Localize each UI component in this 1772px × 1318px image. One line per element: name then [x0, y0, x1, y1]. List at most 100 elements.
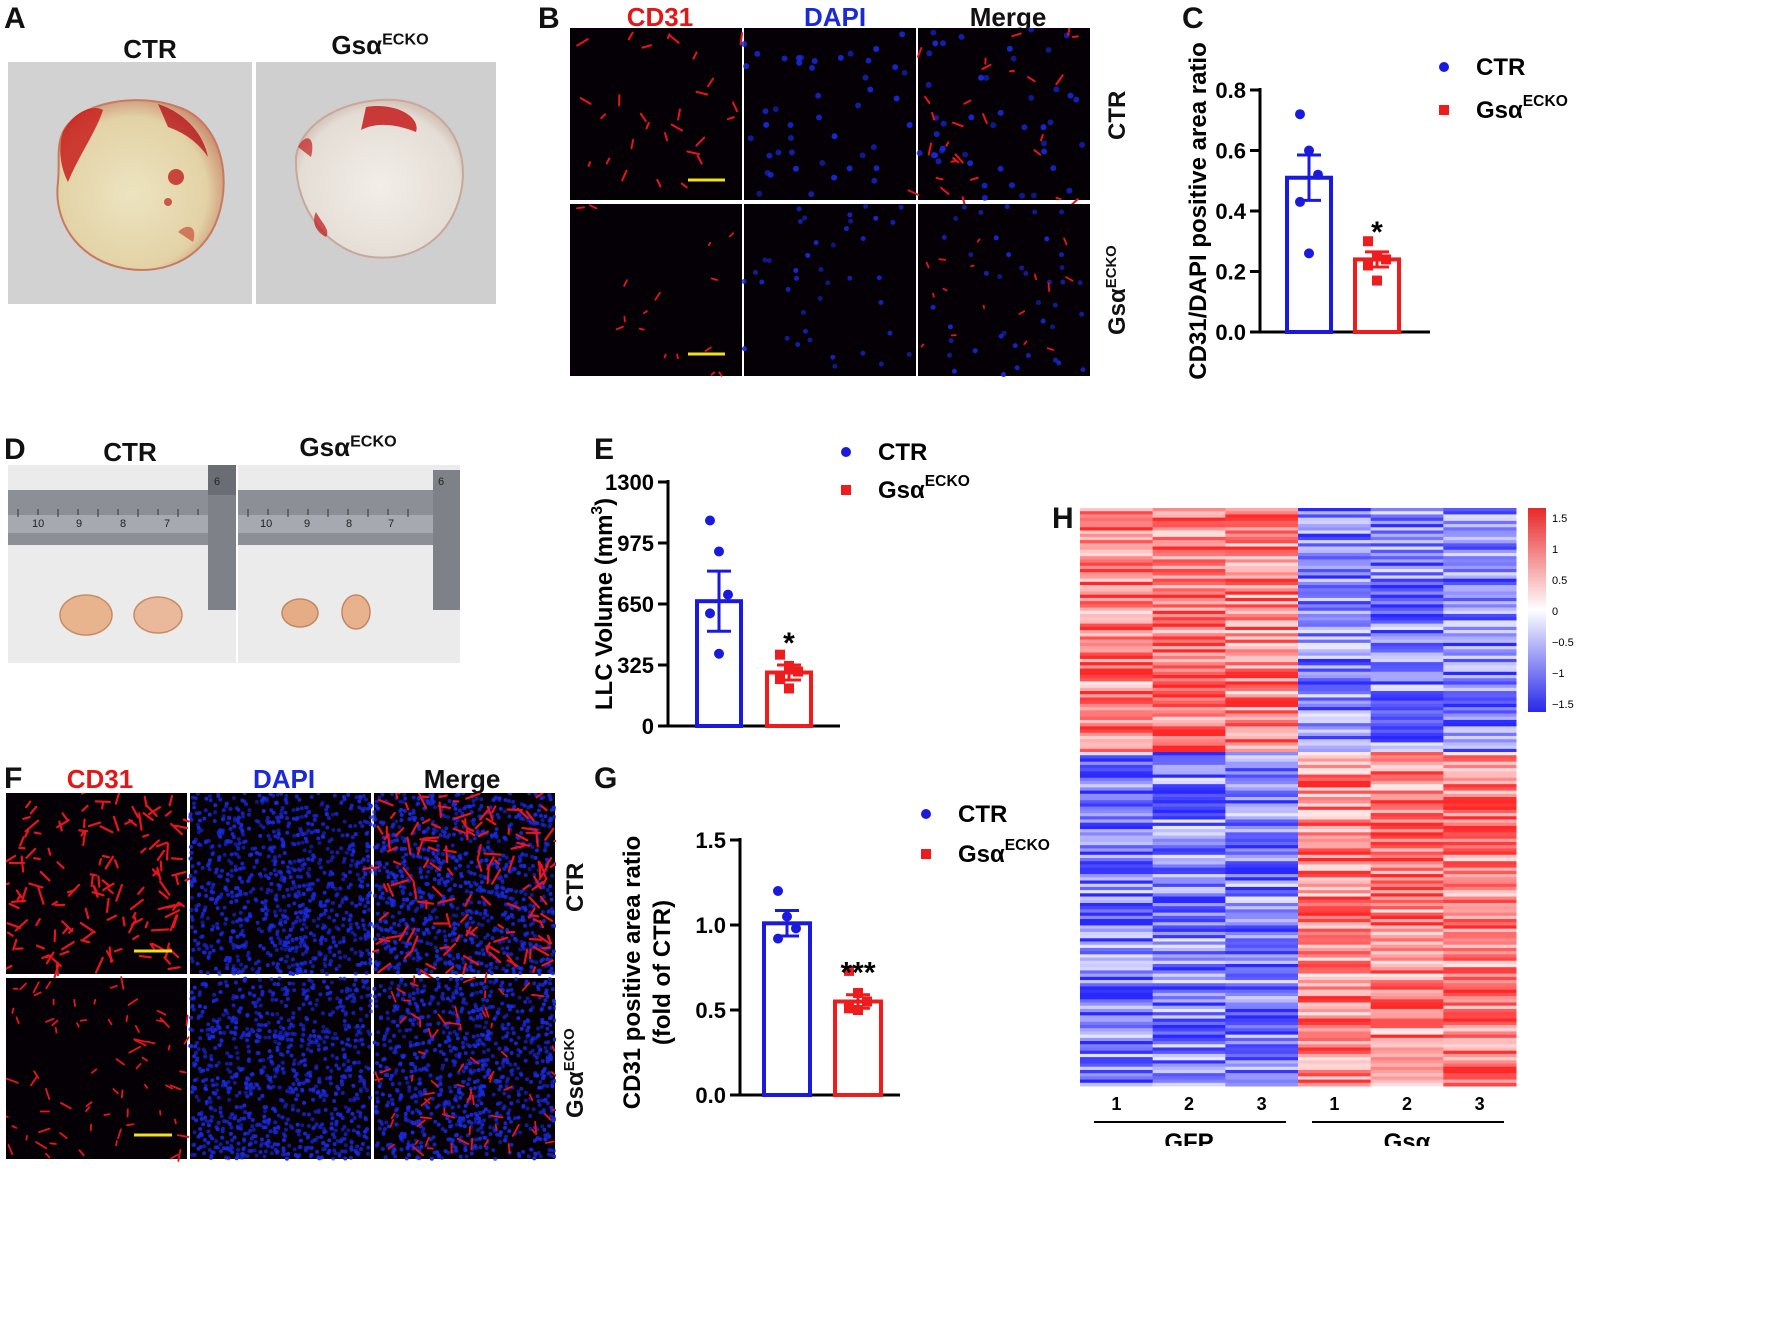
nucleus [291, 808, 296, 813]
nucleus [189, 1044, 194, 1049]
nucleus [257, 1086, 262, 1091]
vessel [85, 1101, 93, 1108]
nucleus [215, 906, 220, 911]
vessel [1063, 237, 1068, 246]
nucleus [363, 1115, 368, 1120]
nucleus [317, 861, 322, 866]
heatmap-cell [1298, 546, 1372, 551]
nucleus [399, 870, 404, 875]
nucleus [523, 873, 528, 878]
heatmap-cell [1443, 761, 1517, 766]
nucleus [349, 1119, 354, 1124]
nucleus [476, 1067, 481, 1072]
nucleus [380, 822, 385, 827]
heatmap-cell [1370, 671, 1444, 676]
heatmap-cell [1152, 508, 1226, 512]
nucleus [503, 836, 508, 841]
vessel [94, 956, 104, 974]
heatmap-cell [1225, 536, 1299, 541]
heatmap-cell [1370, 764, 1444, 769]
nucleus [303, 805, 308, 810]
nucleus [500, 946, 505, 951]
nucleus [206, 1123, 211, 1128]
nucleus [468, 916, 473, 921]
nucleus [395, 993, 400, 998]
nucleus [263, 1023, 268, 1028]
heatmap-cell [1152, 655, 1226, 660]
heatmap-cell [1225, 572, 1299, 576]
nucleus [228, 826, 233, 831]
nucleus [393, 941, 398, 946]
vessel [94, 800, 111, 804]
heatmap-cell [1152, 594, 1226, 599]
nucleus [300, 927, 305, 932]
heatmap-cell [1152, 514, 1226, 519]
heatmap-cell [1298, 533, 1372, 538]
nucleus [333, 1031, 338, 1036]
nucleus [435, 1150, 440, 1155]
nucleus [766, 152, 773, 159]
nucleus [217, 874, 222, 879]
vessel [159, 860, 163, 872]
nucleus [526, 1025, 531, 1030]
nucleus [967, 160, 974, 167]
vessel [159, 880, 171, 896]
nucleus [254, 1153, 259, 1158]
nucleus [290, 1103, 295, 1108]
nucleus [424, 874, 429, 879]
heatmap-cell [1080, 684, 1154, 689]
vessel [149, 942, 155, 950]
nucleus [438, 1081, 443, 1086]
nucleus [361, 794, 366, 799]
nucleus [504, 855, 509, 860]
nucleus [302, 862, 307, 867]
nucleus [382, 865, 387, 870]
heatmap-cell [1225, 594, 1299, 599]
nucleus [543, 1097, 548, 1102]
nucleus [463, 880, 468, 885]
heatmap-cell [1443, 646, 1517, 650]
vessel [605, 157, 611, 165]
nucleus [256, 819, 261, 824]
nucleus [350, 901, 355, 906]
nucleus [437, 956, 442, 961]
vessel [695, 136, 706, 147]
heatmap-cell [1370, 565, 1444, 570]
nucleus [256, 969, 261, 974]
nucleus [454, 858, 459, 863]
nucleus [213, 900, 218, 905]
nucleus [906, 351, 912, 357]
nucleus [784, 335, 790, 341]
nucleus [353, 971, 358, 976]
heatmap-cell [1298, 556, 1372, 560]
nucleus [516, 1092, 521, 1097]
vessel [523, 948, 529, 965]
heatmap-cell [1080, 710, 1154, 715]
heatmap-cell [1152, 591, 1226, 596]
heatmap-cell [1370, 768, 1444, 772]
panel-f-header-dapi: DAPI [252, 764, 316, 794]
nucleus [385, 1143, 390, 1148]
vessel [579, 97, 592, 105]
nucleus [420, 989, 425, 994]
nucleus [270, 845, 275, 850]
heatmap-cell [1370, 613, 1444, 618]
nucleus [252, 993, 257, 998]
vessel [641, 44, 653, 49]
nucleus [443, 938, 448, 943]
nucleus [509, 987, 514, 992]
nucleus [287, 948, 292, 953]
nucleus [535, 1060, 540, 1065]
nucleus [353, 950, 358, 955]
nucleus [517, 918, 522, 923]
nucleus [344, 1010, 349, 1015]
vessel [427, 1027, 432, 1037]
nucleus [1019, 265, 1025, 271]
nucleus [1066, 187, 1073, 194]
nucleus [302, 943, 307, 948]
heatmap-cell [1443, 543, 1517, 548]
nucleus [327, 816, 332, 821]
vessel [707, 77, 715, 88]
nucleus [259, 887, 264, 892]
